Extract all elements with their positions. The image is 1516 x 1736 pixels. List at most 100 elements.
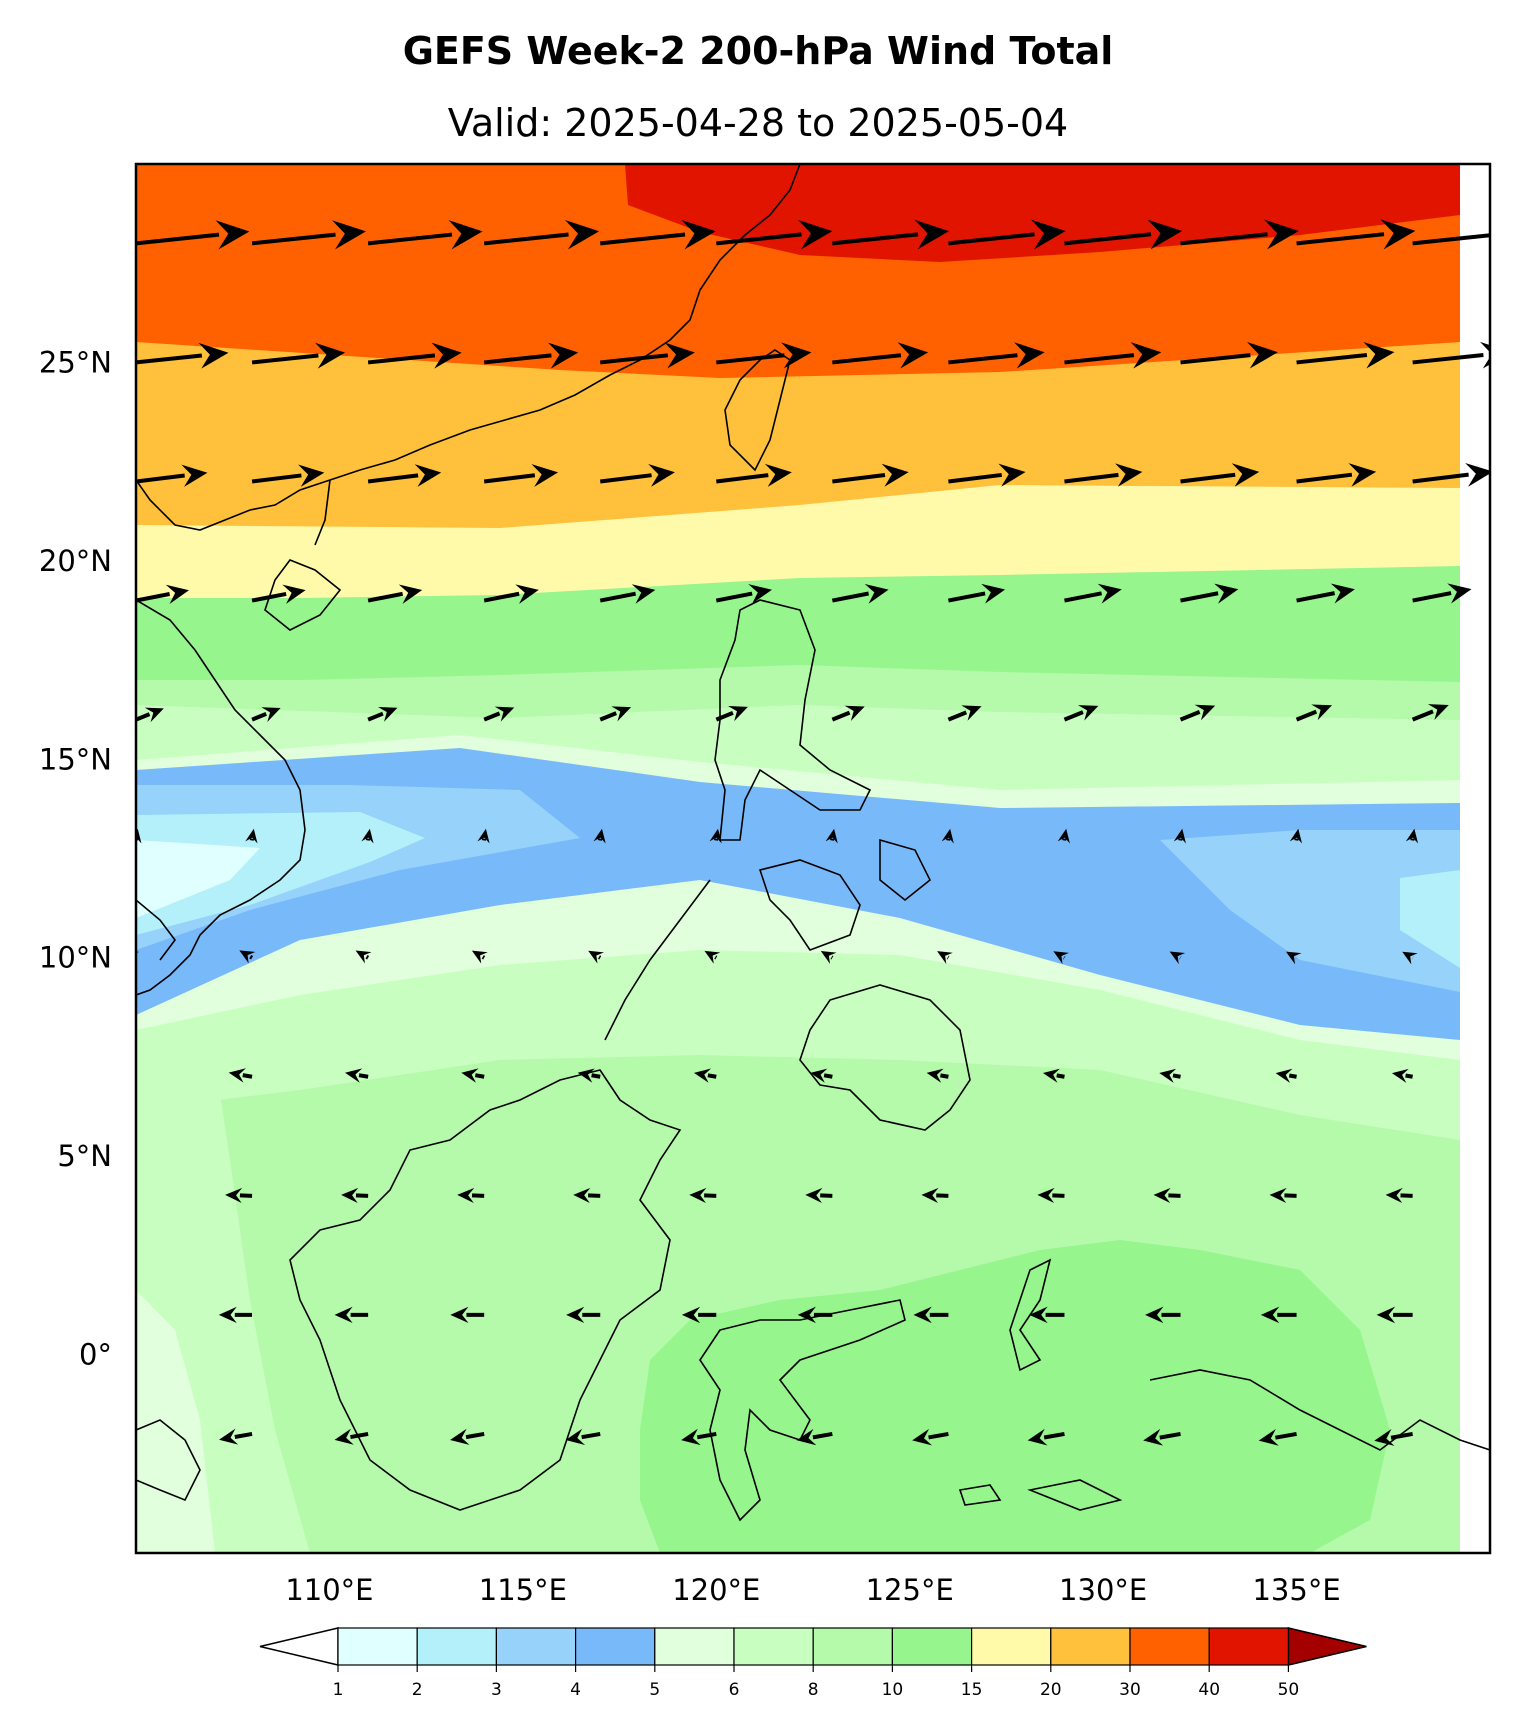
wind-arrow [483,342,579,369]
wind-arrow [136,828,142,844]
coastline-palawan [604,879,711,1041]
lat-label-1: 20°N [39,544,112,578]
colorbar-tick-label: 5 [649,1680,660,1700]
plot-frame [134,162,1492,1555]
wind-arrow [948,463,1026,487]
wind-arrow [831,584,889,604]
colorbar-swatch [1129,1627,1210,1666]
wind-arrow [926,1068,949,1083]
wind-arrow [136,707,164,723]
wind-arrow [1029,1306,1065,1324]
colorbar-tick-label: 4 [570,1680,581,1700]
colorbar-over-triangle [1287,1627,1367,1666]
lon-label-3: 125°E [866,1573,954,1607]
colorbar-swatch [495,1627,577,1666]
coastline-visayas [758,838,932,951]
wind-arrow [225,1187,253,1204]
wind-arrow [797,1306,833,1324]
wind-arrow [1376,1306,1413,1324]
wind-arrow [1412,233,1490,246]
coastlines [136,164,1490,1522]
colorbar-tick-label: 20 [1040,1680,1062,1700]
wind-arrow [251,342,346,369]
colorbar-under-triangle [259,1627,339,1666]
wind-arrow [832,463,909,487]
wind-arrow [573,1187,601,1204]
wind-arrow [1296,219,1416,250]
wind-arrow [367,464,442,487]
colorbar-swatch [337,1627,418,1666]
colorbar-swatch [416,1627,498,1666]
wind-arrow [1402,951,1418,965]
wind-arrow [367,342,462,369]
wind-arrow [1064,342,1162,369]
wind-arrow [334,1428,369,1445]
wind-arrow [948,583,1006,604]
wind-vectors [136,219,1490,1446]
coastline-new-guinea [1149,1369,1490,1451]
longitude-labels: 110°E 115°E 120°E 125°E 130°E 135°E [285,1573,1340,1607]
wind-arrow [832,219,949,250]
wind-arrow [367,584,423,604]
wind-arrow [1296,583,1355,604]
speed-band-lightblue-east [1160,830,1460,992]
wind-arrow [913,1306,949,1324]
wind-arrow [1258,1428,1297,1446]
wind-arrow [239,950,256,964]
wind-arrow [566,1306,601,1324]
wind-arrow [948,342,1045,369]
speed-band-yellow-20n [136,480,1460,598]
wind-arrow [921,1187,949,1204]
wind-arrow [367,706,398,722]
wind-speed-shading [136,164,1460,1553]
wind-arrow [796,1428,833,1446]
lat-label-2: 15°N [39,742,112,776]
wind-arrow [716,342,812,369]
colorbar-swatch [1208,1627,1289,1666]
wind-arrow [1412,583,1472,604]
wind-arrow [1180,463,1260,487]
wind-arrow [831,705,865,722]
colorbar-tick-label: 15 [961,1680,983,1700]
wind-arrow [1169,951,1186,965]
wind-arrow [681,1428,717,1446]
wind-arrow [1159,1068,1181,1083]
wind-arrow [1063,705,1099,722]
wind-arrow [716,219,833,250]
wind-arrow [1260,1306,1297,1324]
wind-arrow [483,706,515,722]
wind-arrow [245,828,258,844]
wind-arrow [251,464,325,487]
wind-arrow [805,1187,833,1204]
wind-arrow [1053,951,1069,965]
wind-arrow [1064,463,1143,487]
lon-label-1: 115°E [479,1573,567,1607]
map-subtitle: Valid: 2025-04-28 to 2025-05-04 [448,101,1068,145]
lat-label-0: 25°N [39,345,112,379]
wind-arrow [1173,828,1186,844]
colorbar-tick-label: 30 [1119,1680,1141,1700]
wind-arrow [1296,463,1377,487]
colorbar: 1 2 3 4 5 6 8 10 15 20 30 40 50 [259,1627,1367,1700]
wind-arrow [1180,219,1299,250]
coastline-cambodia-thai [136,899,176,961]
wind-arrow [1143,1428,1181,1446]
wind-arrow [1412,462,1490,487]
wind-arrow [136,1433,137,1436]
wind-arrow [832,342,929,369]
wind-arrow [948,219,1066,250]
wind-arrow [1269,1187,1297,1204]
wind-arrow [1385,1187,1413,1204]
wind-arrow [136,584,190,604]
wind-arrow [588,950,605,964]
wind-arrow [1289,828,1303,844]
colorbar-swatch [812,1627,894,1666]
wind-arrow [1064,583,1122,604]
wind-arrow [716,463,792,487]
wind-arrow [1153,1187,1181,1204]
colorbar-tick-label: 6 [729,1680,740,1700]
wind-arrow [715,584,772,604]
coastline-mindanao [799,984,971,1131]
wind-arrow [689,1187,717,1204]
wind-arrow [367,220,483,250]
